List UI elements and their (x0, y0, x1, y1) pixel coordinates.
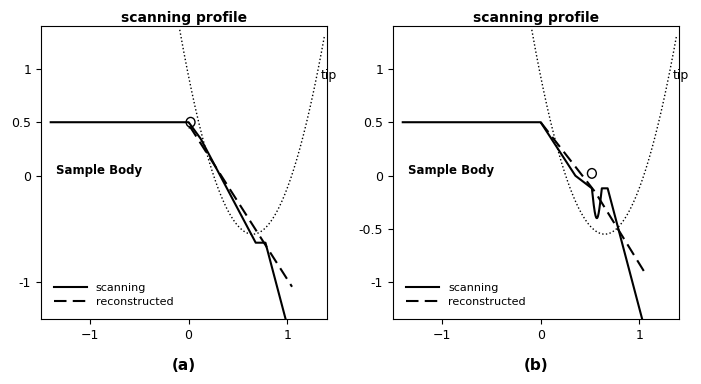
reconstructed (234, 200, 243, 205)
Title: scanning profile: scanning profile (121, 11, 247, 25)
reconstructed (637, 265, 646, 270)
Text: tip: tip (321, 69, 337, 82)
reconstructed (269, 255, 278, 260)
scanning (158, 120, 166, 124)
reconstructed (640, 269, 648, 274)
scanning (516, 120, 524, 124)
Text: Sample Body: Sample Body (408, 164, 494, 177)
reconstructed (621, 239, 629, 243)
Legend: scanning, reconstructed: scanning, reconstructed (401, 279, 530, 311)
Title: scanning profile: scanning profile (472, 11, 599, 25)
scanning (288, 341, 297, 346)
Line: reconstructed: reconstructed (189, 127, 292, 287)
reconstructed (536, 120, 545, 124)
Legend: scanning, reconstructed: scanning, reconstructed (49, 279, 178, 311)
Text: (b): (b) (524, 358, 548, 372)
reconstructed (585, 183, 594, 187)
reconstructed (288, 285, 297, 289)
scanning (399, 120, 407, 124)
scanning (633, 298, 641, 302)
reconstructed (592, 192, 601, 197)
reconstructed (184, 125, 193, 130)
reconstructed (233, 199, 242, 204)
reconstructed (240, 210, 249, 215)
Line: reconstructed: reconstructed (540, 122, 644, 271)
scanning (510, 120, 518, 124)
Text: tip: tip (673, 69, 689, 82)
reconstructed (598, 201, 606, 206)
scanning (280, 314, 289, 319)
scanning (633, 297, 641, 302)
scanning (411, 120, 419, 124)
scanning (281, 314, 290, 319)
scanning (236, 212, 245, 217)
Line: scanning: scanning (403, 122, 644, 326)
Text: Sample Body: Sample Body (55, 164, 142, 177)
scanning (46, 120, 55, 124)
reconstructed (285, 281, 294, 285)
Text: (a): (a) (172, 358, 196, 372)
scanning (164, 120, 172, 124)
scanning (59, 120, 67, 124)
scanning (640, 324, 648, 329)
reconstructed (246, 219, 254, 223)
scanning (589, 194, 597, 199)
reconstructed (586, 184, 594, 188)
Line: scanning: scanning (50, 122, 292, 343)
